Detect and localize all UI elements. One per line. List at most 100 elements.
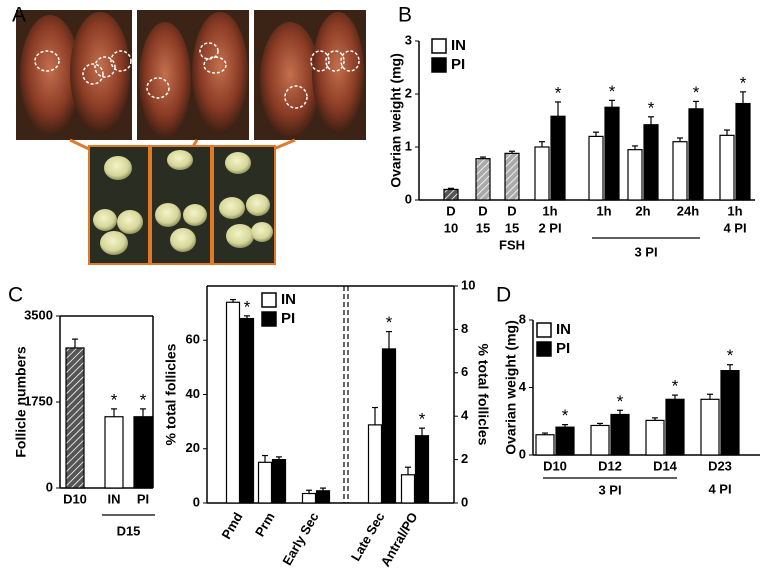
x-tick-label: PI bbox=[137, 491, 149, 506]
y-tick-label: 0 bbox=[193, 494, 200, 509]
bar bbox=[688, 108, 704, 201]
bar bbox=[735, 102, 751, 201]
bar bbox=[315, 490, 331, 504]
significance-mark: * bbox=[727, 346, 734, 365]
bar bbox=[225, 301, 241, 504]
y-tick-label: 40 bbox=[186, 386, 200, 401]
bar bbox=[239, 317, 255, 504]
y-tick-label: 3500 bbox=[24, 307, 53, 322]
bar bbox=[104, 416, 124, 489]
y-tick-label: 3 bbox=[405, 32, 412, 47]
significance-mark: * bbox=[617, 392, 624, 411]
significance-mark: * bbox=[244, 297, 251, 316]
significance-mark: * bbox=[672, 377, 679, 396]
bar bbox=[271, 459, 287, 504]
follicle-circle bbox=[340, 50, 360, 72]
legend-swatch bbox=[536, 322, 552, 338]
bar bbox=[590, 424, 610, 456]
follicle bbox=[226, 224, 254, 248]
legend-swatch bbox=[431, 38, 447, 54]
ovary bbox=[260, 22, 320, 138]
bar bbox=[550, 115, 566, 201]
legend-label: PI bbox=[451, 56, 465, 73]
follicle-circle bbox=[203, 56, 227, 74]
y-tick-label: 0 bbox=[46, 479, 53, 494]
x-tick-label: D14 bbox=[653, 458, 678, 473]
bar bbox=[672, 141, 688, 201]
bar bbox=[414, 435, 430, 504]
follicle-circle bbox=[310, 50, 330, 72]
y-tick-label: 20 bbox=[186, 440, 200, 455]
legend-label: PI bbox=[281, 310, 295, 327]
follicle-circle bbox=[199, 42, 219, 60]
significance-mark: * bbox=[140, 390, 147, 409]
bar bbox=[665, 398, 685, 456]
y2-tick-label: 0 bbox=[461, 494, 468, 509]
panel-label: A bbox=[12, 4, 26, 27]
legend-swatch bbox=[261, 311, 277, 327]
legend-swatch bbox=[261, 292, 277, 308]
photo-panel bbox=[16, 10, 366, 265]
follicle-circle bbox=[82, 63, 104, 85]
x-tick-label: FSH bbox=[499, 237, 525, 252]
bar bbox=[604, 106, 620, 201]
x-tick-label: D10 bbox=[543, 458, 567, 473]
group-label: 3 PI bbox=[634, 244, 657, 259]
bar bbox=[700, 398, 720, 456]
y-axis-label: % total follicles bbox=[163, 343, 179, 445]
follicle bbox=[246, 194, 270, 216]
y-tick-label: 8 bbox=[519, 311, 526, 326]
significance-mark: * bbox=[609, 82, 616, 101]
follicle bbox=[183, 204, 207, 226]
follicle-circle bbox=[284, 85, 308, 109]
follicle-circle bbox=[34, 50, 60, 72]
legend-label: IN bbox=[451, 37, 466, 54]
bar bbox=[367, 424, 383, 504]
bar bbox=[400, 474, 416, 504]
x-tick-label: D bbox=[507, 203, 516, 218]
bar bbox=[504, 152, 520, 201]
y-tick-label: 0 bbox=[519, 446, 526, 461]
x-tick-label: D10 bbox=[63, 491, 87, 506]
bar bbox=[133, 416, 153, 489]
x-tick-label: Prm bbox=[252, 510, 278, 539]
ovary bbox=[312, 12, 364, 132]
bar bbox=[719, 134, 735, 201]
x-tick-label: 4 PI bbox=[723, 220, 746, 235]
x-tick-label: 15 bbox=[505, 220, 519, 235]
follicle bbox=[117, 210, 143, 234]
x-tick-label: 2 PI bbox=[538, 220, 561, 235]
y-axis-label: Follicle numbers bbox=[13, 346, 29, 457]
y-axis-label: Ovarian weight (mg) bbox=[388, 53, 404, 188]
y2-tick-label: 6 bbox=[461, 364, 468, 379]
bar bbox=[643, 124, 659, 201]
follicle bbox=[251, 222, 273, 242]
bar bbox=[588, 135, 604, 201]
y2-tick-label: 2 bbox=[461, 451, 468, 466]
bar bbox=[720, 370, 740, 456]
legend-label: IN bbox=[556, 321, 571, 338]
bar bbox=[610, 413, 630, 456]
x-tick-label: 15 bbox=[476, 220, 490, 235]
significance-mark: * bbox=[386, 313, 393, 332]
panel-label: D bbox=[496, 284, 511, 307]
significance-mark: * bbox=[111, 390, 118, 409]
bar bbox=[301, 492, 317, 504]
y-tick-label: 0 bbox=[405, 191, 412, 206]
ovary bbox=[20, 15, 80, 135]
x-tick-label: D bbox=[478, 203, 487, 218]
follicle bbox=[167, 150, 193, 170]
bar bbox=[534, 146, 550, 201]
y2-tick-label: 8 bbox=[461, 321, 468, 336]
x-tick-label: Pmd bbox=[218, 510, 245, 542]
follicle bbox=[155, 203, 181, 227]
bar bbox=[627, 149, 643, 201]
significance-mark: * bbox=[648, 98, 655, 117]
follicle-circle bbox=[325, 50, 345, 72]
x-tick-label: 24h bbox=[677, 203, 699, 218]
x-tick-label: 10 bbox=[444, 220, 458, 235]
follicle bbox=[93, 209, 117, 231]
significance-mark: * bbox=[740, 73, 747, 92]
x-tick-label: 4 PI bbox=[708, 481, 731, 496]
ovary bbox=[192, 12, 248, 132]
